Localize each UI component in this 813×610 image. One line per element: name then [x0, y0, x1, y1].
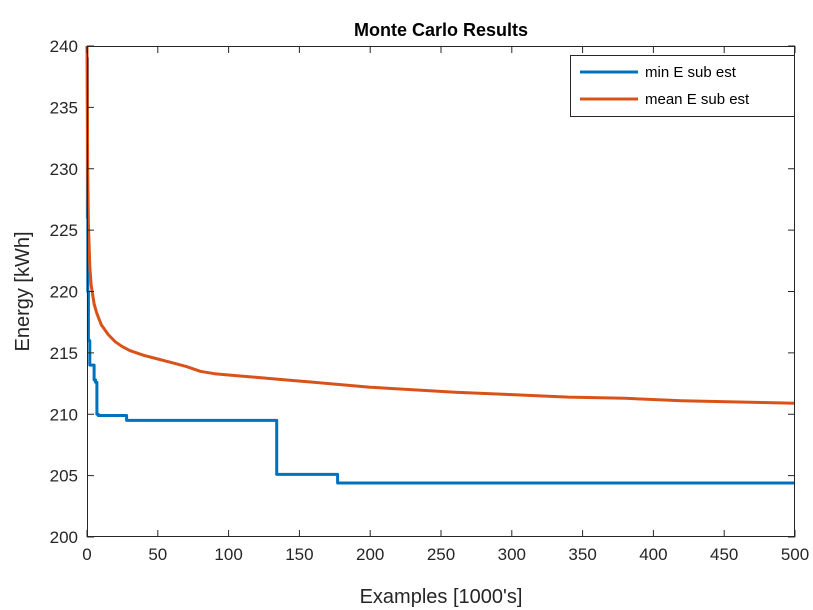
y-tick-label: 220 [50, 283, 78, 302]
x-tick-label: 400 [639, 545, 667, 564]
y-tick-label: 230 [50, 160, 78, 179]
x-tick-label: 100 [214, 545, 242, 564]
y-tick-label: 205 [50, 467, 78, 486]
y-tick-label: 225 [50, 221, 78, 240]
x-tick-label: 450 [710, 545, 738, 564]
x-tick-label: 50 [148, 545, 167, 564]
legend: min E sub est mean E sub est [570, 55, 795, 117]
x-tick-label: 350 [568, 545, 596, 564]
y-tick-label: 210 [50, 405, 78, 424]
x-tick-label: 500 [781, 545, 809, 564]
y-tick-label: 215 [50, 344, 78, 363]
x-tick-label: 300 [498, 545, 526, 564]
x-tick-label: 200 [356, 545, 384, 564]
legend-box [570, 55, 795, 117]
y-axis-label: Energy [kWh] [12, 231, 34, 351]
chart-title: Monte Carlo Results [354, 20, 528, 40]
y-tick-label: 240 [50, 37, 78, 56]
plot-area [87, 46, 795, 537]
x-tick-label: 150 [285, 545, 313, 564]
x-axis-label: Examples [1000's] [360, 586, 523, 608]
y-tick-label: 235 [50, 98, 78, 117]
x-tick-label: 250 [427, 545, 455, 564]
x-tick-label: 0 [82, 545, 91, 564]
legend-label-mean: mean E sub est [645, 91, 750, 108]
legend-label-min: min E sub est [645, 64, 737, 81]
ticks-layer: 0 50 100 150 200 250 300 350 400 450 500 200 205 210 2… [50, 37, 810, 564]
y-tick-label: 200 [50, 528, 78, 547]
series-line-1 [85, 45, 796, 405]
